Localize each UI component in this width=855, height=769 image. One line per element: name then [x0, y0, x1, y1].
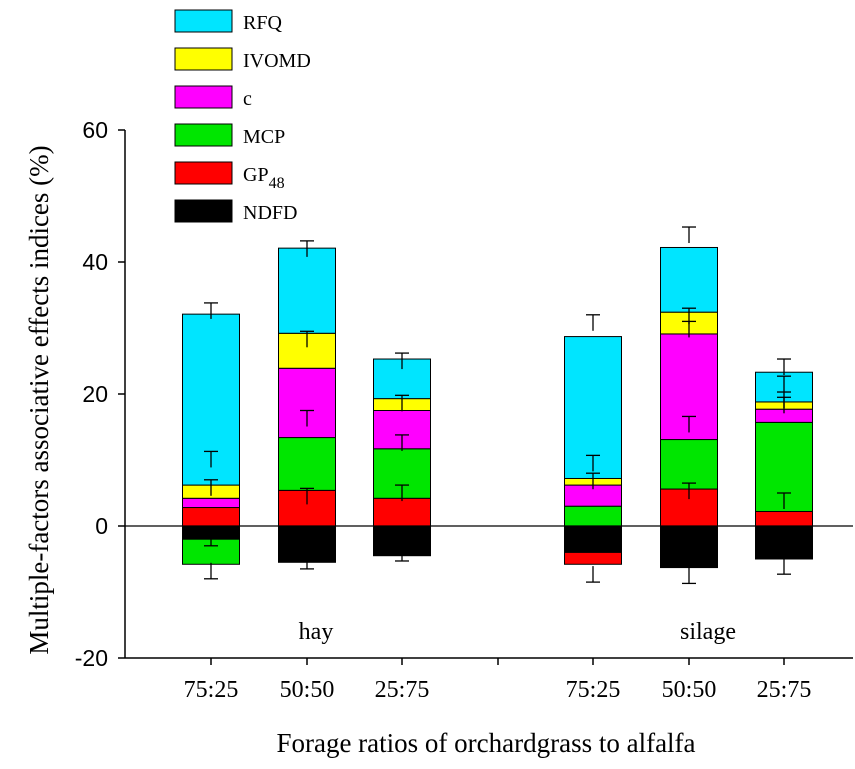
- legend-swatch-mcp: [174, 123, 233, 147]
- x-tick-label-5: 25:75: [757, 677, 812, 703]
- bar-segment-c-1: [278, 367, 336, 439]
- ticks-layer: 60 40 20 0 -20 75:25 50:50 25:75 75:25 50:50 25:75: [75, 117, 812, 703]
- bar-segment-mcp-1: [278, 437, 336, 491]
- bar-segment-ndfd-4: [660, 525, 718, 569]
- bar-segment-mcp-3: [564, 505, 622, 527]
- group-label-silage: silage: [680, 619, 736, 645]
- bar-segment-ndfd-5: [755, 525, 813, 560]
- x-tick-label-3: 75:25: [566, 677, 621, 703]
- legend-swatch-ndfd: [174, 199, 233, 223]
- legend-label-rfq: RFQ: [243, 12, 282, 34]
- legend-label-ivomd: IVOMD: [243, 50, 311, 72]
- legend-label-ndfd: NDFD: [243, 202, 297, 224]
- y-tick-label-0: 60: [82, 117, 108, 143]
- legend-label-gp48: GP48: [243, 164, 285, 192]
- x-tick-label-1: 50:50: [280, 677, 335, 703]
- y-axis-title: Multiple-factors associative effects ind…: [24, 145, 54, 654]
- bar-segment-gp48-2: [373, 497, 431, 527]
- bar-segment-gp48-0: [182, 507, 240, 527]
- bar-segment-gp48-5: [755, 510, 813, 527]
- legend-swatch-c: [174, 85, 233, 109]
- legend-label-c: c: [243, 88, 252, 110]
- legend-label-subscript: 48: [269, 175, 285, 192]
- bar-segment-rfq-4: [660, 246, 718, 313]
- legend: RFQ IVOMD c MCP GP48 NDFD: [174, 9, 311, 224]
- bar-segment-mcp-4: [660, 439, 718, 490]
- y-tick-label-3: 0: [95, 513, 108, 539]
- x-tick-label-0: 75:25: [184, 677, 239, 703]
- bars-layer: [182, 246, 813, 569]
- x-tick-label-2: 25:75: [375, 677, 430, 703]
- y-tick-label-2: 20: [82, 381, 108, 407]
- bar-segment-ndfd-3: [564, 525, 622, 553]
- y-tick-label-4: -20: [75, 645, 108, 671]
- x-tick-label-4: 50:50: [662, 677, 717, 703]
- bar-segment-c-0: [182, 497, 240, 509]
- bar-segment-gp48-3: [564, 551, 622, 565]
- y-tick-label-1: 40: [82, 249, 108, 275]
- group-label-hay: hay: [299, 619, 334, 645]
- legend-swatch-rfq: [174, 9, 233, 33]
- error-bars-layer: [204, 226, 791, 585]
- legend-label-mcp: MCP: [243, 126, 285, 148]
- bar-segment-rfq-1: [278, 247, 336, 334]
- legend-swatch-ivomd: [174, 47, 233, 71]
- x-axis-title: Forage ratios of orchardgrass to alfalfa: [276, 728, 695, 758]
- legend-swatch-gp48: [174, 161, 233, 185]
